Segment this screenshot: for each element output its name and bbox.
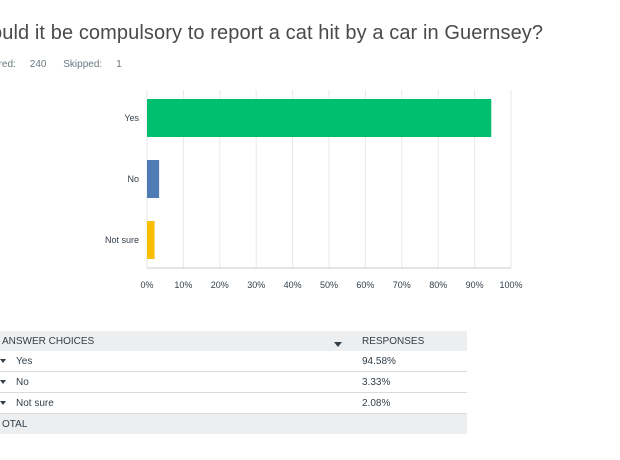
skipped-label: Skipped: — [63, 59, 103, 70]
x-tick-label: 50% — [320, 280, 338, 290]
total-label: OTAL — [2, 418, 28, 430]
question-title: ould it be compulsory to report a cat hi… — [0, 22, 544, 44]
category-label: Yes — [124, 113, 139, 123]
row-value: 94.58% — [362, 355, 396, 367]
sort-dropdown-icon[interactable] — [334, 341, 342, 347]
x-tick-label: 60% — [356, 280, 374, 290]
response-stats: vered: 240 Skipped: 1 — [0, 59, 122, 70]
x-tick-label: 10% — [174, 280, 192, 290]
x-tick-label: 20% — [211, 280, 229, 290]
row-label: Yes — [16, 355, 33, 367]
answer-choices-header[interactable]: ANSWER CHOICES — [0, 336, 352, 347]
responses-header: RESPONSES — [362, 335, 425, 347]
table-row: Yes 94.58% — [0, 351, 467, 372]
bar-no — [147, 160, 160, 198]
expand-arrow-icon[interactable] — [0, 401, 6, 405]
table-total-row: OTAL — [0, 414, 467, 434]
x-tick-label: 40% — [284, 280, 302, 290]
expand-arrow-icon[interactable] — [0, 359, 6, 363]
category-label: No — [127, 174, 139, 184]
answered-value: 240 — [29, 59, 47, 70]
row-value: 2.08% — [362, 397, 391, 409]
bar-not-sure — [147, 221, 155, 259]
x-tick-label: 0% — [140, 280, 153, 290]
x-tick-label: 90% — [466, 280, 484, 290]
bar-yes — [147, 99, 492, 137]
row-label: No — [16, 376, 29, 388]
expand-arrow-icon[interactable] — [0, 380, 6, 384]
answer-choices-label: ANSWER CHOICES — [2, 335, 95, 347]
answered-label: vered: — [0, 59, 16, 70]
table-row: No 3.33% — [0, 372, 467, 393]
row-value: 3.33% — [362, 376, 391, 388]
skipped-value: 1 — [116, 59, 122, 70]
x-tick-label: 100% — [499, 280, 522, 290]
x-tick-label: 70% — [393, 280, 411, 290]
x-tick-label: 30% — [247, 280, 265, 290]
category-label: Not sure — [105, 235, 139, 245]
table-row: Not sure 2.08% — [0, 393, 467, 414]
row-label: Not sure — [16, 397, 54, 409]
bar-chart: Yes No Not sure 0% 10% 20% 30% 40% 50% 60% 70% 80% 9… — [105, 90, 523, 290]
x-tick-label: 80% — [429, 280, 447, 290]
responses-table: ANSWER CHOICES RESPONSES Yes 94.58% No 3… — [0, 331, 467, 434]
table-header: ANSWER CHOICES RESPONSES — [0, 331, 467, 351]
